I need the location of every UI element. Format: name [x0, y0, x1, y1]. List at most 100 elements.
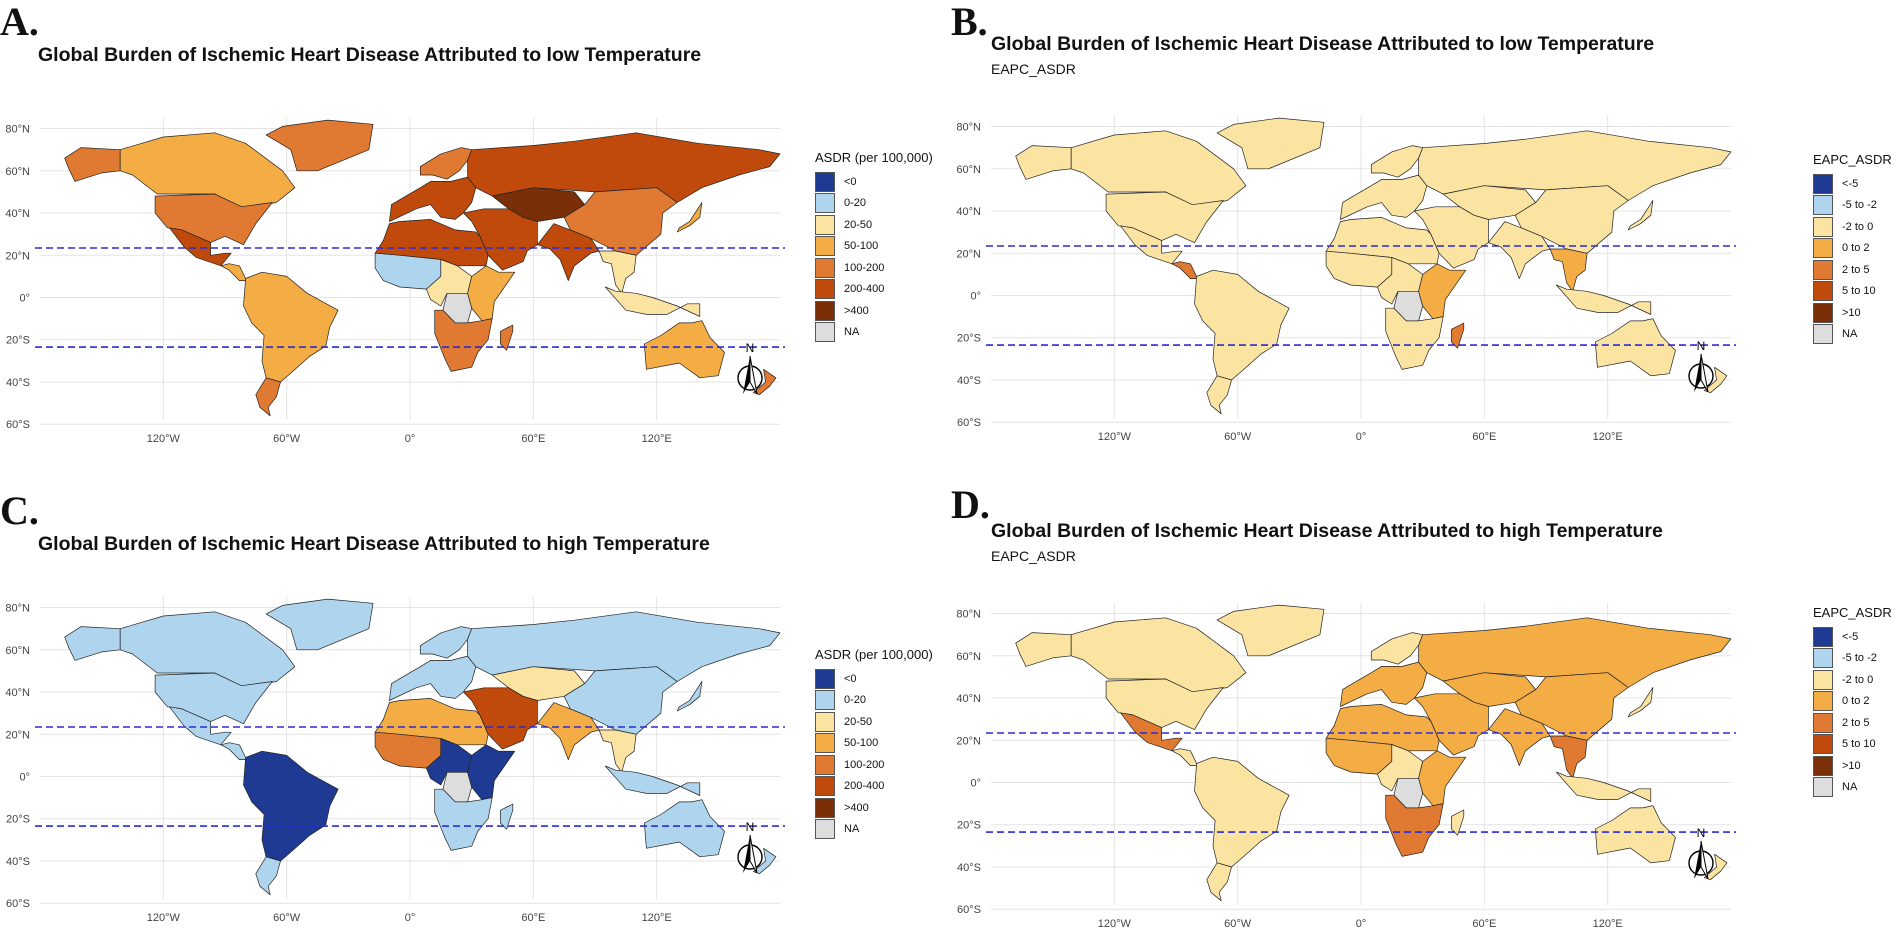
legend-label: 20-50: [844, 218, 873, 231]
lon-tick-label: 60°W: [273, 433, 301, 445]
lon-tick-label: 60°E: [1472, 431, 1496, 443]
legend-item: <-5: [1813, 626, 1892, 648]
region-japan: [676, 681, 703, 712]
legend-swatch: [1813, 712, 1833, 733]
region-southeast-asia: [598, 729, 637, 773]
legend-item: -2 to 0: [1813, 216, 1892, 238]
lat-tick-label: 60°N: [956, 164, 981, 176]
panel-title: Global Burden of Ischemic Heart Disease …: [991, 33, 1655, 55]
legend-label: -2 to 0: [1842, 673, 1874, 686]
legend-item: 20-50: [815, 711, 933, 733]
lon-tick-label: 60°W: [1224, 918, 1252, 930]
region-north-america: [1105, 191, 1224, 244]
legend-label: >400: [844, 801, 869, 814]
legend-label: NA: [1842, 328, 1858, 341]
region-southern-africa: [434, 788, 493, 851]
legend-swatch: [1813, 216, 1833, 237]
legend-swatch: [815, 214, 835, 235]
legend-swatch: [815, 300, 835, 321]
legend-swatch: [1813, 324, 1833, 345]
lon-tick-label: 60°E: [1472, 918, 1496, 930]
legend-item: -5 to -2: [1813, 195, 1892, 217]
panel-title: Global Burden of Ischemic Heart Disease …: [38, 533, 710, 555]
region-southern-africa: [1385, 307, 1444, 370]
region-indonesia: [1555, 771, 1652, 802]
region-australia: [1594, 805, 1676, 864]
region-patagonia: [255, 856, 281, 896]
region-europe: [389, 655, 477, 701]
legend-swatch: [815, 279, 835, 300]
region-central-africa: [426, 738, 473, 786]
region-north-america: [1105, 678, 1224, 731]
legend-label: 200-400: [844, 283, 885, 296]
region-russia: [467, 611, 781, 682]
lon-tick-label: 120°E: [642, 912, 672, 924]
panel-d: D. Global Burden of Ischemic Heart Disea…: [951, 467, 1902, 934]
legend-item: 200-400: [815, 279, 933, 301]
region-west-africa: [1325, 250, 1393, 288]
lat-tick-label: 0°: [970, 778, 981, 790]
legend-label: 2 to 5: [1842, 263, 1870, 276]
region-southeast-asia: [598, 250, 637, 294]
region-alaska: [64, 626, 121, 661]
world-map: 80°N 60°N 40°N 20°N 0° 20°S 40°S 60°S 120°W 60°W 0…: [956, 603, 1736, 930]
legend-swatch: [1813, 777, 1833, 798]
lat-tick-label: 20°S: [957, 820, 981, 832]
panel-title: Global Burden of Ischemic Heart Disease …: [38, 44, 702, 66]
legend-label: 100-200: [844, 261, 885, 274]
legend-label: 5 to 10: [1842, 285, 1876, 298]
region-scandinavia: [1370, 145, 1424, 178]
lon-tick-label: 60°W: [273, 912, 301, 924]
legend-label: 50-100: [844, 240, 879, 253]
legend-swatch: [1813, 755, 1833, 776]
lat-tick-label: 0°: [19, 293, 30, 305]
region-europe: [1340, 174, 1428, 220]
region-canada: [1070, 617, 1247, 695]
region-canada: [119, 611, 296, 689]
legend-swatch: [1813, 238, 1833, 259]
lat-tick-label: 20°N: [5, 250, 30, 262]
arrow-left-half: [1694, 841, 1701, 879]
lon-tick-label: 0°: [405, 433, 416, 445]
legend-label: 200-400: [844, 780, 885, 793]
legend-item: 100-200: [815, 257, 933, 279]
legend-title: EAPC_ASDR: [1813, 605, 1892, 620]
lat-tick-label: 20°S: [6, 335, 30, 347]
region-southern-africa: [1385, 794, 1444, 857]
region-patagonia: [255, 377, 281, 417]
lat-tick-label: 40°N: [5, 687, 30, 699]
legend-item: -5 to -2: [1813, 648, 1892, 670]
north-label: N: [746, 820, 755, 834]
region-south-america: [243, 750, 339, 862]
legend-item: 5 to 10: [1813, 281, 1892, 303]
panel-letter: B.: [951, 0, 988, 44]
lat-tick-label: 80°N: [956, 609, 981, 621]
region-west-africa: [374, 731, 442, 769]
lat-tick-label: 40°N: [956, 206, 981, 218]
legend-label: 50-100: [844, 737, 879, 750]
legend-label: NA: [844, 326, 860, 339]
legend-item: 0 to 2: [1813, 238, 1892, 260]
region-scandinavia: [419, 626, 473, 659]
lon-tick-label: 120°W: [147, 912, 181, 924]
lat-tick-label: 40°S: [6, 377, 30, 389]
lon-tick-label: 60°E: [521, 433, 545, 445]
region-central-africa: [1377, 257, 1424, 305]
region-mexico: [1120, 712, 1183, 752]
lon-tick-label: 120°E: [1593, 431, 1623, 443]
region-south-america: [1194, 756, 1290, 868]
region-southern-africa: [434, 309, 493, 372]
north-arrow-icon: N: [1688, 826, 1714, 880]
region-indonesia: [604, 286, 701, 317]
region-alaska: [1015, 632, 1072, 667]
region-madagascar: [1451, 809, 1465, 836]
region-north-america: [154, 193, 273, 246]
legend-item: 200-400: [815, 776, 933, 798]
legend-label: NA: [844, 823, 860, 836]
lon-tick-label: 120°W: [1098, 918, 1132, 930]
legend-item: 50-100: [815, 733, 933, 755]
region-patagonia: [1206, 862, 1232, 902]
region-south-america: [243, 271, 339, 383]
legend-swatch: [815, 668, 835, 689]
panel-title: Global Burden of Ischemic Heart Disease …: [991, 520, 1663, 542]
